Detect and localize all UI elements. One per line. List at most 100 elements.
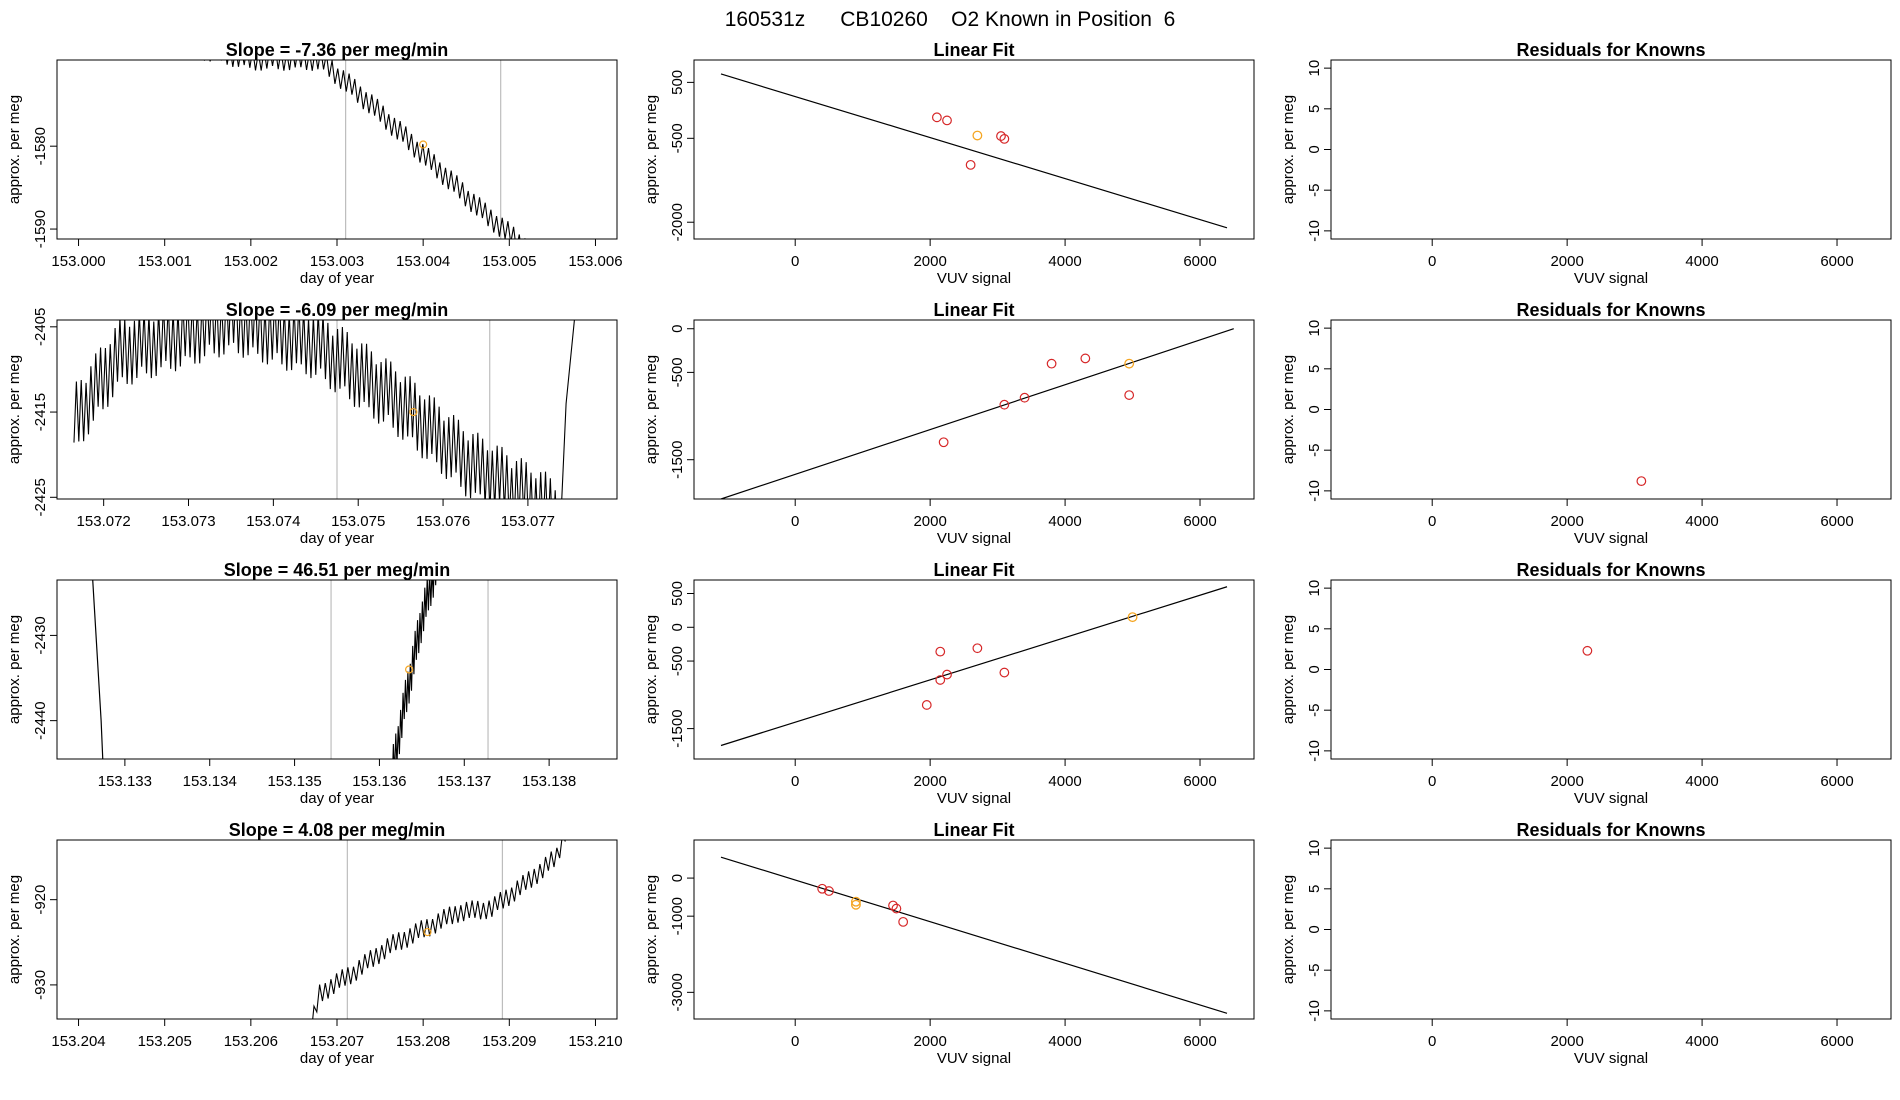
plot-frame <box>1330 319 1892 500</box>
panel-slope-row-3: Slope = 46.51 per meg/min 153.133 153.134 1… <box>6 560 618 807</box>
x-tick-label: 4000 <box>1685 253 1718 270</box>
highlight-point <box>850 899 861 910</box>
panel-fit-row-3: Linear Fit 0 2000 4000 6000 VUV signal 500 0 -50… <box>643 560 1255 807</box>
x-tick-label: 153.001 <box>138 253 192 270</box>
panel-fit-row-1: Linear Fit 0 2000 4000 6000 VUV signal 500 -500… <box>643 40 1255 287</box>
data-point <box>935 675 946 685</box>
y-axis-label: approx. per meg <box>643 355 660 464</box>
x-tick-label: 2000 <box>1550 773 1583 790</box>
x-tick-label: 2000 <box>913 1033 946 1050</box>
y-axis-label: approx. per meg <box>643 615 660 724</box>
data-trace <box>73 320 575 499</box>
data-point <box>817 883 828 894</box>
plot-frame <box>693 319 1255 500</box>
data-point <box>996 131 1006 141</box>
y-tick-label: 0 <box>1306 405 1323 413</box>
plot-area <box>73 320 575 499</box>
fit-line <box>720 586 1228 747</box>
x-tick-label: 4000 <box>1685 1033 1718 1050</box>
data-point <box>972 643 983 654</box>
panel-title: Residuals for Knowns <box>1516 40 1705 60</box>
data-point <box>891 903 902 914</box>
panel-slope-row-4: Slope = 4.08 per meg/min 153.204 153.205 15… <box>6 820 623 1067</box>
figure-title: 160531z CB10260 O2 Known in Position 6 <box>725 8 1176 31</box>
x-tick-label: 153.073 <box>161 513 215 530</box>
plot-area <box>720 856 1228 1014</box>
y-tick-label: -2425 <box>32 478 49 516</box>
data-point <box>1080 353 1091 364</box>
x-axis-label: VUV signal <box>1574 270 1648 287</box>
fit-line <box>720 73 1228 229</box>
plot-area <box>1582 645 1593 656</box>
x-axis-label: VUV signal <box>1574 1050 1648 1067</box>
x-axis-label: VUV signal <box>937 1050 1011 1067</box>
panel-title: Linear Fit <box>933 40 1014 60</box>
y-tick-label: 5 <box>1306 365 1323 373</box>
panel-title: Slope = 46.51 per meg/min <box>224 560 451 580</box>
y-axis-label: approx. per meg <box>1280 95 1297 204</box>
plot-frame <box>1330 579 1892 760</box>
x-tick-label: 153.208 <box>396 1033 450 1050</box>
data-point <box>1582 645 1593 656</box>
data-point <box>888 900 898 911</box>
data-point <box>942 669 952 680</box>
data-trace <box>312 840 566 1019</box>
x-tick-label: 4000 <box>1048 253 1081 270</box>
data-point <box>898 916 909 927</box>
plot-area <box>1636 476 1647 487</box>
x-tick-label: 153.133 <box>98 773 152 790</box>
y-tick-label: 0 <box>1306 925 1323 933</box>
x-tick-label: 6000 <box>1183 773 1216 790</box>
panel-title: Slope = -7.36 per meg/min <box>226 40 449 60</box>
y-tick-label: -930 <box>32 970 49 1000</box>
y-tick-label: -1000 <box>669 897 686 935</box>
data-point <box>921 700 932 710</box>
y-tick-label: -5 <box>1306 964 1323 977</box>
panel-slope-row-2: Slope = -6.09 per meg/min 153.072 153.073 1… <box>6 300 618 547</box>
y-tick-label: 5 <box>1306 105 1323 113</box>
y-tick-label: -920 <box>32 885 49 915</box>
panel-title: Residuals for Knowns <box>1516 560 1705 580</box>
x-tick-label: 153.138 <box>522 773 576 790</box>
panel-slope-row-1: Slope = -7.36 per meg/min 153.000 153.001 1… <box>6 40 623 287</box>
y-tick-label: -10 <box>1306 480 1323 502</box>
y-tick-label: 500 <box>669 70 686 95</box>
y-tick-label: -5 <box>1306 444 1323 457</box>
x-tick-label: 4000 <box>1685 773 1718 790</box>
data-trace-segment <box>92 580 104 759</box>
x-axis-label: day of year <box>300 790 374 807</box>
x-tick-label: 6000 <box>1183 513 1216 530</box>
x-tick-label: 6000 <box>1183 253 1216 270</box>
x-tick-label: 153.207 <box>310 1033 364 1050</box>
x-axis-label: VUV signal <box>1574 790 1648 807</box>
x-tick-label: 153.137 <box>437 773 491 790</box>
y-tick-label: -2440 <box>32 701 49 739</box>
x-axis-label: VUV signal <box>937 530 1011 547</box>
x-tick-label: 2000 <box>913 773 946 790</box>
x-tick-label: 0 <box>1428 513 1436 530</box>
y-tick-label: 0 <box>669 325 686 333</box>
plot-frame <box>693 579 1255 760</box>
x-tick-label: 0 <box>791 1033 799 1050</box>
x-tick-label: 153.075 <box>331 513 385 530</box>
x-tick-label: 0 <box>1428 253 1436 270</box>
y-tick-label: -5 <box>1306 704 1323 717</box>
y-tick-label: -2000 <box>669 203 686 241</box>
data-point <box>965 159 976 170</box>
y-tick-label: -10 <box>1306 220 1323 242</box>
panel-title: Slope = -6.09 per meg/min <box>226 300 449 320</box>
highlight-point <box>409 407 418 417</box>
y-tick-label: -1580 <box>32 127 49 165</box>
y-tick-label: 0 <box>669 874 686 882</box>
y-axis-label: approx. per meg <box>6 355 23 464</box>
y-axis-label: approx. per meg <box>1280 875 1297 984</box>
plot-frame <box>693 59 1255 240</box>
x-tick-label: 6000 <box>1820 253 1853 270</box>
x-tick-label: 6000 <box>1183 1033 1216 1050</box>
x-tick-label: 153.134 <box>183 773 237 790</box>
x-tick-label: 153.004 <box>396 253 450 270</box>
y-tick-label: 10 <box>1306 840 1323 857</box>
y-tick-label: -2430 <box>32 616 49 654</box>
panel-residuals-row-1: Residuals for Knowns 0 2000 4000 6000 VUV sig… <box>1280 40 1892 287</box>
